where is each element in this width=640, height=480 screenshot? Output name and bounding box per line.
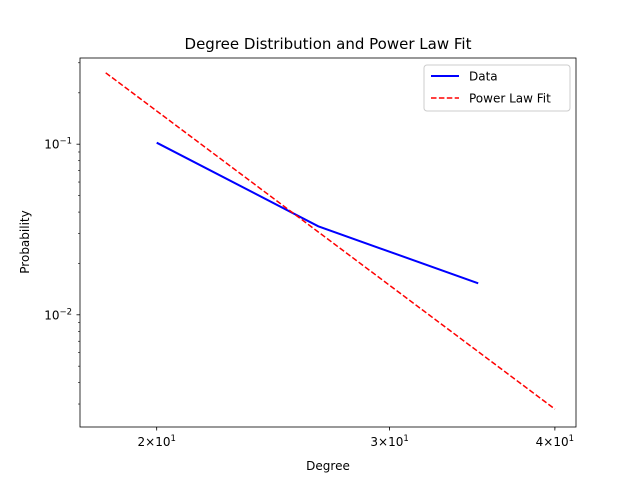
y-tick-label: 10−2 — [44, 307, 72, 322]
series-line-power-law-fit — [105, 72, 556, 410]
x-axis-label: Degree — [306, 459, 350, 473]
series-layer — [105, 72, 556, 410]
y-axis-label: Probability — [18, 210, 32, 273]
x-axis-ticks: 2×101 3×101 4×101 — [138, 427, 574, 449]
legend-label-data: Data — [469, 70, 498, 84]
legend: Data Power Law Fit — [423, 64, 571, 112]
y-axis-ticks: 10−1 10−2 — [44, 62, 80, 405]
y-tick-label: 10−1 — [44, 137, 72, 152]
x-tick-label: 3×101 — [370, 434, 408, 449]
legend-box — [423, 64, 571, 112]
x-tick-label: 4×101 — [536, 434, 574, 449]
x-tick-label: 2×101 — [138, 434, 176, 449]
legend-label-power-law-fit: Power Law Fit — [469, 92, 551, 106]
series-line-data — [156, 141, 479, 285]
plot-area — [79, 57, 577, 428]
chart-title: Degree Distribution and Power Law Fit — [185, 35, 472, 53]
